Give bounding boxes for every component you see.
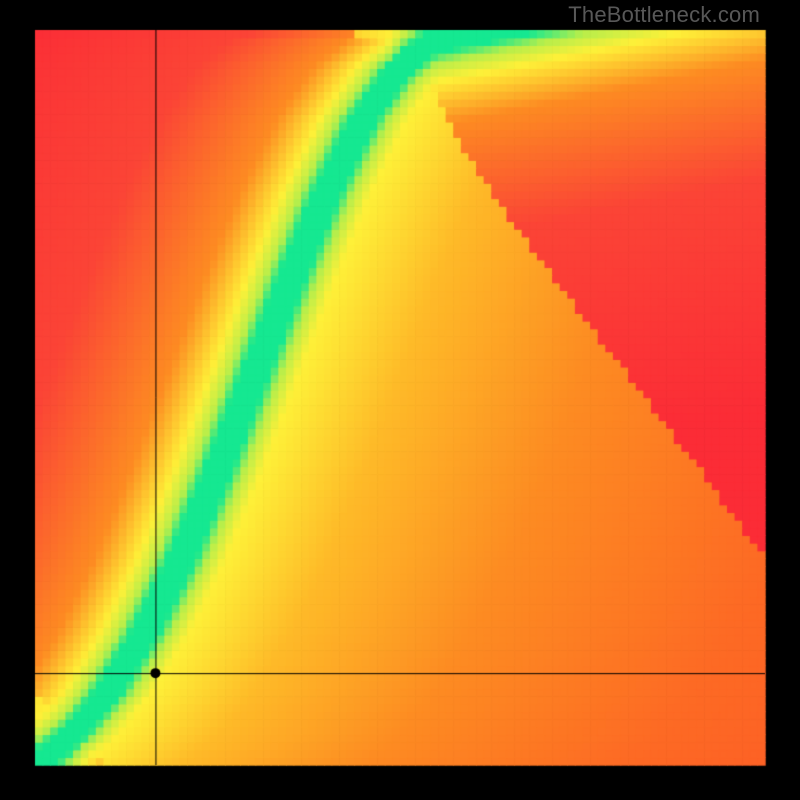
chart-container: TheBottleneck.com xyxy=(0,0,800,800)
bottleneck-heatmap xyxy=(0,0,800,800)
watermark-text: TheBottleneck.com xyxy=(568,2,760,28)
